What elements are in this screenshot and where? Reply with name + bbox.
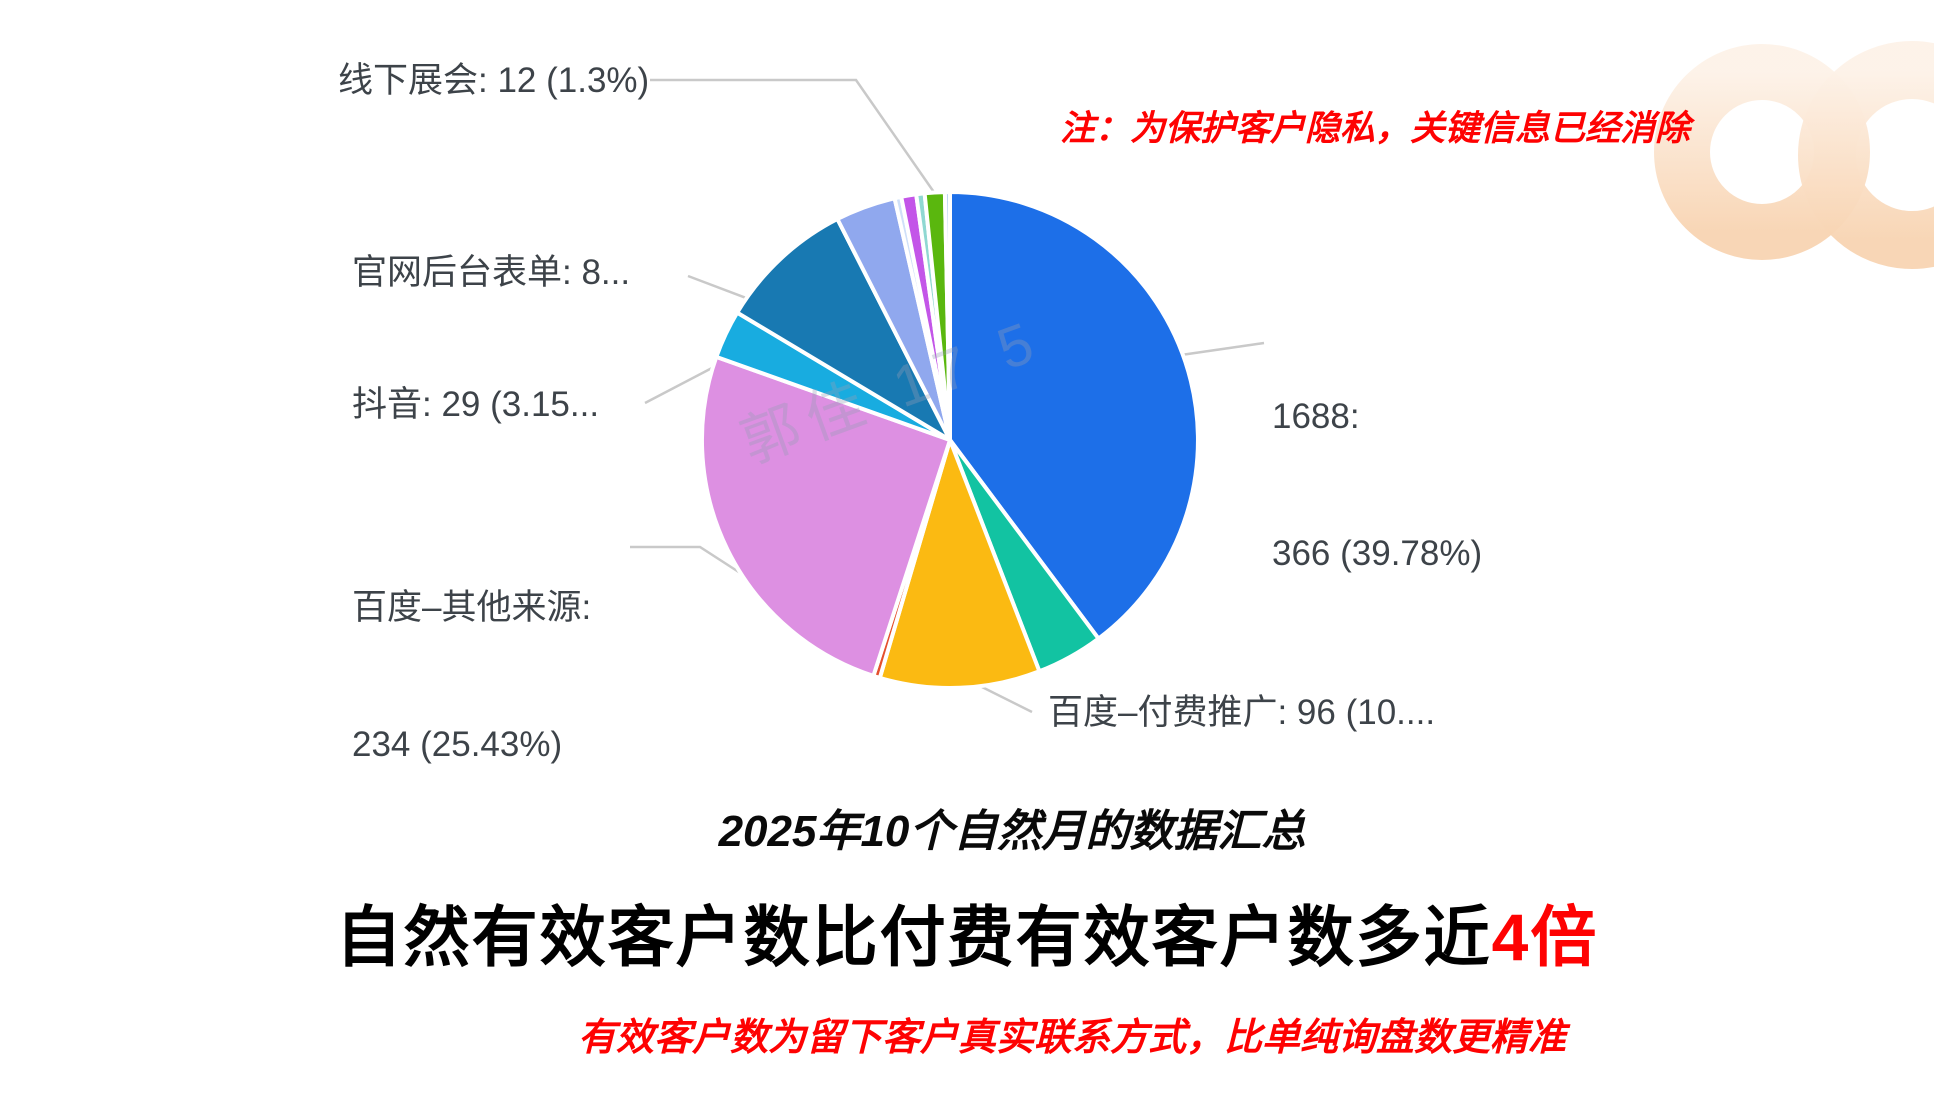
callout-baidu-other-line2: 234 (25.43%) xyxy=(352,724,563,764)
headline: 自然有效客户数比付费有效客户数多近4倍 xyxy=(0,884,1934,980)
leader-1688 xyxy=(1180,341,1265,357)
slice-website-form[interactable] xyxy=(735,217,952,442)
slice-hairline[interactable] xyxy=(942,190,952,442)
callout-1688: 1688: 366 (39.78%) xyxy=(1272,303,1482,667)
callout-douyin: 抖音: 29 (3.15... xyxy=(352,385,600,424)
headline-black-part: 自然有效客户数比付费有效客户数多近 xyxy=(335,900,1492,974)
slice-baidu-other[interactable] xyxy=(700,354,952,678)
caption-period: 2025年10个自然月的数据汇总 xyxy=(718,807,1306,856)
decorative-rings xyxy=(1654,41,1934,269)
pie-slices xyxy=(700,190,1200,690)
privacy-note: 注：为保护客户隐私，关键信息已经消除 xyxy=(1060,109,1691,148)
callout-offline-expo: 线下展会: 12 (1.3%) xyxy=(338,61,650,100)
footnote: 有效客户数为留下客户真实联系方式，比单纯询盘数更精准 xyxy=(577,1017,1566,1059)
callout-baidu-other: 百度–其他来源: 234 (25.43%) xyxy=(352,494,591,858)
callout-1688-line2: 366 (39.78%) xyxy=(1272,533,1483,573)
callout-baidu-paid: 百度–付费推广: 96 (10.... xyxy=(1048,693,1436,732)
decorative-ring-right xyxy=(1798,41,1934,269)
leader-baidu-other xyxy=(630,545,749,580)
headline-red-part: 4倍 xyxy=(1491,900,1599,974)
slice-1688[interactable] xyxy=(948,190,1200,641)
callout-baidu-other-line1: 百度–其他来源: xyxy=(352,588,592,627)
leader-offline-expo xyxy=(650,78,940,199)
callout-1688-line1: 1688: xyxy=(1272,397,1360,436)
slice-baidu-paid[interactable] xyxy=(877,438,1042,690)
callout-website-form: 官网后台表单: 8... xyxy=(352,253,631,292)
